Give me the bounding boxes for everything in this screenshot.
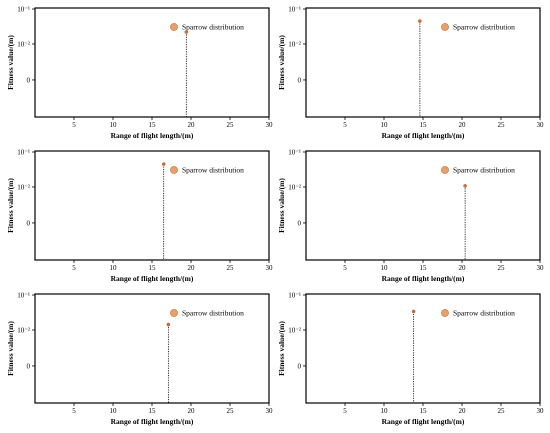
x-tick-label: 15 bbox=[149, 264, 157, 272]
y-tick-label: 10⁻² bbox=[17, 40, 30, 48]
y-tick-label: 10⁻¹ bbox=[17, 6, 30, 14]
y-tick-label: 10⁻¹ bbox=[17, 149, 30, 157]
x-tick-label: 5 bbox=[343, 121, 347, 129]
x-tick-label: 5 bbox=[343, 407, 347, 415]
x-tick-label: 30 bbox=[266, 264, 274, 272]
subplot-1: 5 10 15 20 25 30 10⁻¹ 10⁻² 0 Fitness value/(m) Ran… bbox=[6, 6, 273, 141]
x-tick-label: 5 bbox=[72, 121, 76, 129]
x-tick-label: 20 bbox=[188, 407, 196, 415]
legend-marker bbox=[170, 309, 178, 317]
y-tick-label: 0 bbox=[27, 76, 31, 84]
x-tick-label: 15 bbox=[149, 407, 157, 415]
x-tick-label: 5 bbox=[72, 407, 76, 415]
subplot-6: 5 10 15 20 25 30 10⁻¹ 10⁻² 0 Fitness value/(m) Ran… bbox=[277, 292, 544, 427]
x-tick-label: 30 bbox=[266, 407, 274, 415]
x-tick-label: 15 bbox=[420, 407, 428, 415]
y-tick-label: 0 bbox=[298, 362, 302, 370]
y-axis-label: Fitness value/(m) bbox=[6, 321, 15, 376]
x-tick-label: 10 bbox=[381, 121, 389, 129]
x-tick-label: 20 bbox=[188, 264, 196, 272]
x-tick-label: 25 bbox=[227, 121, 235, 129]
y-tick-label: 10⁻² bbox=[17, 326, 30, 334]
legend-label: Sparrow distribution bbox=[453, 23, 515, 32]
x-tick-label: 10 bbox=[381, 264, 389, 272]
subplot-4: 5 10 15 20 25 30 10⁻¹ 10⁻² 0 Fitness value/(m) Ran… bbox=[277, 149, 544, 284]
sparrow-point bbox=[418, 19, 422, 23]
legend-marker bbox=[170, 23, 178, 31]
x-axis-label: Range of flight length/(m) bbox=[111, 131, 194, 140]
y-tick-label: 10⁻¹ bbox=[17, 292, 30, 300]
y-tick-label: 10⁻² bbox=[17, 183, 30, 191]
x-axis-label: Range of flight length/(m) bbox=[111, 417, 194, 426]
subplot-2: 5 10 15 20 25 30 10⁻¹ 10⁻² 0 Fitness value/(m) Ran… bbox=[277, 6, 544, 141]
sparrow-point bbox=[411, 309, 416, 314]
legend-marker bbox=[441, 23, 449, 31]
y-axis-label: Fitness value/(m) bbox=[6, 178, 15, 233]
sparrow-point bbox=[166, 322, 171, 327]
x-axis-label: Range of flight length/(m) bbox=[382, 131, 465, 140]
subplot-5: 5 10 15 20 25 30 10⁻¹ 10⁻² 0 Fitness value/(m) Ran… bbox=[6, 292, 273, 427]
x-tick-label: 10 bbox=[110, 407, 118, 415]
x-tick-label: 20 bbox=[459, 121, 467, 129]
x-tick-label: 20 bbox=[188, 121, 196, 129]
x-tick-label: 30 bbox=[266, 121, 274, 129]
y-tick-label: 10⁻¹ bbox=[288, 6, 301, 14]
legend-marker bbox=[441, 166, 449, 174]
x-tick-label: 25 bbox=[227, 407, 235, 415]
x-tick-label: 20 bbox=[459, 264, 467, 272]
x-axis-label: Range of flight length/(m) bbox=[111, 274, 194, 283]
x-tick-label: 5 bbox=[72, 264, 76, 272]
x-tick-label: 25 bbox=[227, 264, 235, 272]
sparrow-point bbox=[463, 184, 467, 188]
x-axis-label: Range of flight length/(m) bbox=[382, 274, 465, 283]
x-tick-label: 30 bbox=[537, 121, 545, 129]
legend-label: Sparrow distribution bbox=[453, 309, 515, 318]
sparrow-point bbox=[161, 162, 166, 166]
y-tick-label: 10⁻² bbox=[288, 40, 301, 48]
y-tick-label: 0 bbox=[298, 219, 302, 227]
legend-label: Sparrow distribution bbox=[182, 23, 244, 32]
legend-label: Sparrow distribution bbox=[453, 166, 515, 175]
legend-marker bbox=[170, 166, 178, 174]
x-axis-label: Range of flight length/(m) bbox=[382, 417, 465, 426]
y-tick-label: 0 bbox=[27, 362, 31, 370]
x-tick-label: 15 bbox=[149, 121, 157, 129]
x-tick-label: 10 bbox=[110, 264, 118, 272]
x-tick-label: 10 bbox=[381, 407, 389, 415]
x-tick-label: 20 bbox=[459, 407, 467, 415]
y-tick-label: 0 bbox=[27, 219, 31, 227]
subplot-3: 5 10 15 20 25 30 10⁻¹ 10⁻² 0 Fitness value/(m) Ran… bbox=[6, 149, 273, 284]
x-tick-label: 15 bbox=[420, 121, 428, 129]
x-tick-label: 25 bbox=[498, 264, 506, 272]
y-axis-label: Fitness value/(m) bbox=[277, 35, 286, 90]
x-tick-label: 30 bbox=[537, 264, 545, 272]
y-tick-label: 0 bbox=[298, 76, 302, 84]
y-axis-label: Fitness value/(m) bbox=[6, 35, 15, 90]
y-tick-label: 10⁻¹ bbox=[288, 292, 301, 300]
y-tick-label: 10⁻² bbox=[288, 183, 301, 191]
x-tick-label: 10 bbox=[110, 121, 118, 129]
legend-marker bbox=[441, 309, 449, 317]
x-tick-label: 5 bbox=[343, 264, 347, 272]
x-tick-label: 25 bbox=[498, 121, 506, 129]
x-tick-label: 15 bbox=[420, 264, 428, 272]
y-axis-label: Fitness value/(m) bbox=[277, 321, 286, 376]
y-tick-label: 10⁻¹ bbox=[288, 149, 301, 157]
x-tick-label: 30 bbox=[537, 407, 545, 415]
y-axis-label: Fitness value/(m) bbox=[277, 178, 286, 233]
y-tick-label: 10⁻² bbox=[288, 326, 301, 334]
legend-label: Sparrow distribution bbox=[182, 166, 244, 175]
x-tick-label: 25 bbox=[498, 407, 506, 415]
sparrow-point bbox=[184, 30, 189, 34]
legend-label: Sparrow distribution bbox=[182, 309, 244, 318]
